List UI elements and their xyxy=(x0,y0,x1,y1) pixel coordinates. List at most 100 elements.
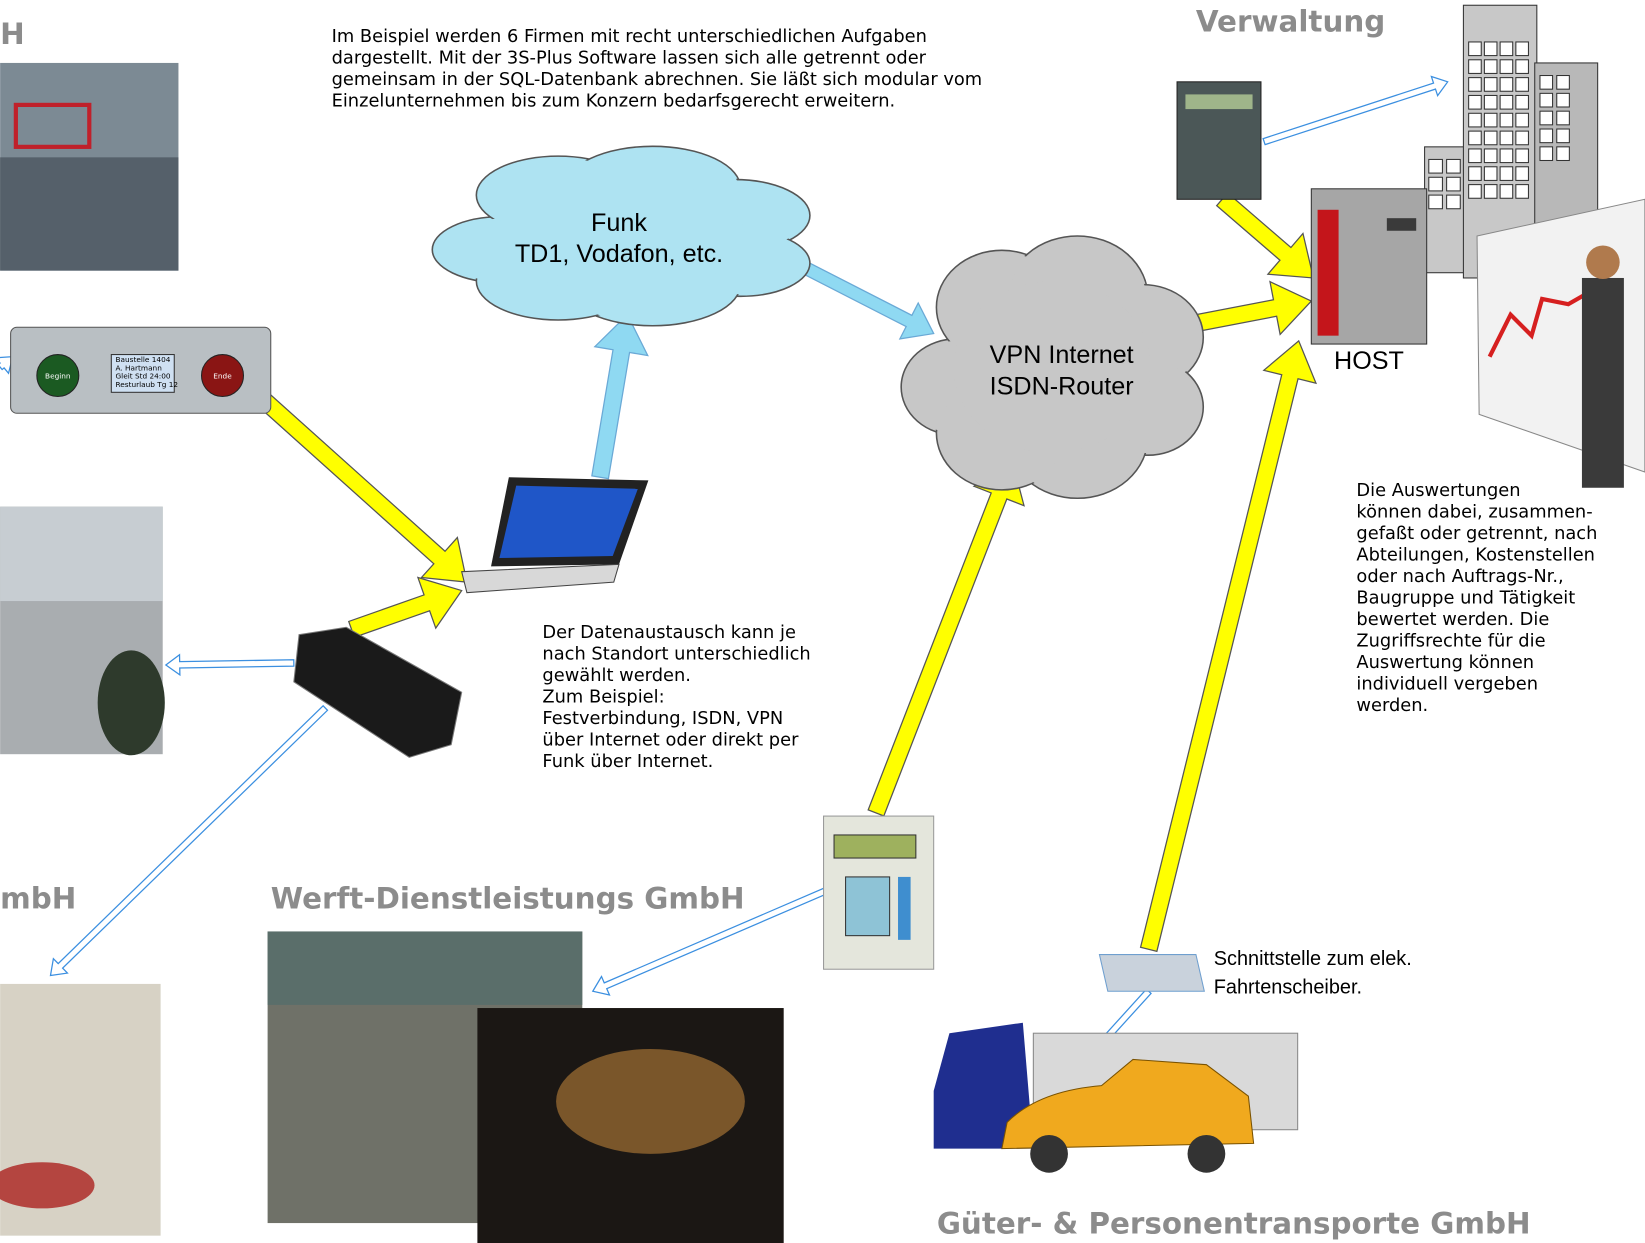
cloud-text: VPN Internet xyxy=(990,341,1134,369)
window xyxy=(1469,42,1482,56)
window xyxy=(1500,149,1513,163)
paragraph-line: Der Datenaustausch kann je xyxy=(542,622,796,643)
vehicles xyxy=(934,1023,1298,1173)
heading: Verwaltung xyxy=(1196,4,1385,38)
laptop xyxy=(462,477,649,592)
window xyxy=(1484,42,1497,56)
paragraph-line: Einzelunternehmen bis zum Konzern bedarf… xyxy=(332,90,896,111)
window xyxy=(1484,113,1497,127)
paragraph-line: werden. xyxy=(1356,695,1428,716)
window xyxy=(1484,167,1497,181)
paragraph-line: dargestellt. Mit der 3S-Plus Software la… xyxy=(332,47,927,68)
window xyxy=(1516,95,1529,109)
window xyxy=(1516,185,1529,199)
button-label: Ende xyxy=(213,372,232,381)
admin-terminal xyxy=(1177,82,1261,199)
window xyxy=(1557,93,1570,107)
window xyxy=(1500,185,1513,199)
photo-welder-sparks xyxy=(556,1049,745,1154)
paragraph-line: oder nach Auftrags-Nr., xyxy=(1356,566,1563,587)
window xyxy=(1516,113,1529,127)
presentation xyxy=(1477,199,1645,487)
host-label: HOST xyxy=(1334,347,1404,375)
arrow xyxy=(166,655,294,675)
arrow xyxy=(1263,77,1448,145)
window xyxy=(1447,195,1461,209)
photo-building-tree xyxy=(98,650,165,755)
display-line: Resturlaub Tg 12 xyxy=(116,380,179,389)
photo-shipyard-hall xyxy=(268,931,583,1004)
window xyxy=(1469,185,1482,199)
window xyxy=(1484,78,1497,92)
photo-crane-deck xyxy=(0,157,178,270)
window xyxy=(1469,167,1482,181)
interface-box xyxy=(1099,955,1204,992)
paragraph-line: gemeinsam in der SQL-Datenbank abrechnen… xyxy=(332,69,983,90)
window xyxy=(1469,113,1482,127)
window xyxy=(1557,111,1570,125)
paragraph-line: bewertet werden. Die xyxy=(1356,609,1549,630)
heading: H xyxy=(0,17,25,51)
paragraph-line: über Internet oder direkt per xyxy=(542,729,799,750)
paragraph-line: gewählt werden. xyxy=(542,665,691,686)
paragraph-line: Abteilungen, Kostenstellen xyxy=(1356,545,1595,566)
window xyxy=(1447,177,1461,191)
window xyxy=(1516,167,1529,181)
heading: mbH xyxy=(0,881,76,915)
window xyxy=(1484,185,1497,199)
window xyxy=(1484,131,1497,145)
paragraph-line: Festverbindung, ISDN, VPN xyxy=(542,708,783,729)
window xyxy=(1429,177,1443,191)
window xyxy=(1500,95,1513,109)
window xyxy=(1540,129,1553,143)
paragraph-line: Auswertung können xyxy=(1356,652,1534,673)
paragraph-line: Fahrtenscheiber. xyxy=(1214,976,1362,998)
window xyxy=(1500,131,1513,145)
window xyxy=(1469,149,1482,163)
window xyxy=(1557,147,1570,161)
paragraph-line: können dabei, zusammen- xyxy=(1356,502,1592,523)
paragraph-line: Im Beispiel werden 6 Firmen mit recht un… xyxy=(332,26,927,47)
cloud-text: ISDN-Router xyxy=(990,372,1134,400)
cloud-text: Funk xyxy=(591,209,647,237)
window xyxy=(1469,95,1482,109)
window xyxy=(1516,60,1529,74)
paragraph-line: individuell vergeben xyxy=(1356,674,1538,695)
window xyxy=(1540,111,1553,125)
window xyxy=(1540,76,1553,90)
window xyxy=(1429,195,1443,209)
window xyxy=(1484,60,1497,74)
window xyxy=(1540,93,1553,107)
button-label: Beginn xyxy=(45,372,71,381)
paragraph-line: Funk über Internet. xyxy=(542,751,713,772)
window xyxy=(1500,60,1513,74)
arrow xyxy=(868,462,1024,816)
window xyxy=(1469,60,1482,74)
scanner xyxy=(294,627,462,757)
diagram: HOST Beginn Ende Baustelle 1404A. Hartma… xyxy=(0,0,1645,1243)
keypad-terminal xyxy=(824,816,934,969)
window xyxy=(1484,95,1497,109)
window xyxy=(1557,129,1570,143)
window xyxy=(1516,131,1529,145)
window xyxy=(1500,42,1513,56)
host-server xyxy=(1311,189,1426,344)
photo-building-sky xyxy=(0,507,163,601)
paragraph-line: Zum Beispiel: xyxy=(542,686,664,707)
window xyxy=(1557,76,1570,90)
window xyxy=(1516,149,1529,163)
paragraph-line: nach Standort unterschiedlich xyxy=(542,643,810,664)
terminal-display: Baustelle 1404A. HartmannGleit Std 24:00… xyxy=(116,355,179,389)
arrow xyxy=(1217,193,1314,278)
window xyxy=(1447,159,1461,173)
paragraph-line: gefaßt oder getrennt, nach xyxy=(1356,523,1597,544)
window xyxy=(1500,113,1513,127)
paragraph-line: Zugriffsrechte für die xyxy=(1356,631,1545,652)
window xyxy=(1516,42,1529,56)
window xyxy=(1540,147,1553,161)
window xyxy=(1429,159,1443,173)
paragraph-line: Baugruppe und Tätigkeit xyxy=(1356,588,1575,609)
window xyxy=(1500,167,1513,181)
paragraph-line: Schnittstelle zum elek. xyxy=(1214,948,1412,970)
window xyxy=(1469,131,1482,145)
